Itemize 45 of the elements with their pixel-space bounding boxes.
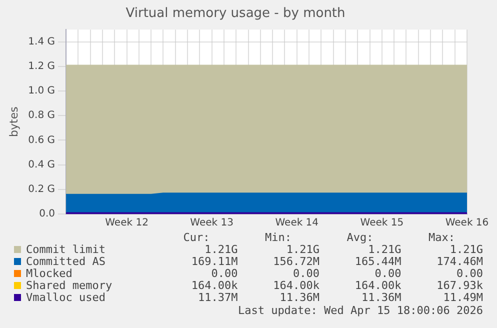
text: 11.37M [197,291,238,304]
text: 174.46M [436,255,483,268]
y-tick-label: 0.2 G [28,184,56,196]
text: 165.44M [354,255,402,268]
text: 0.00 [456,267,483,280]
text: 167.93k [436,279,483,292]
y-tick-label: 1.2 G [28,61,56,72]
text: 11.36M [360,291,402,304]
text: Cur: [182,231,211,244]
text: 1.21G [204,243,238,256]
text: 169.11M [190,255,238,268]
legend-label: Shared memory [26,279,114,292]
text: Last update: Wed Apr 15 18:00:06 2026 [236,304,483,317]
text: 1.21G [448,243,483,256]
x-tick-label: Week 14 [275,218,319,229]
x-tick-label: Week 13 [190,218,234,229]
y-tick-label: 0.0 [39,208,56,220]
y-axis-title: bytes [7,106,20,137]
text: 0.00 [374,267,402,280]
x-tick-label: Week 16 [445,218,489,229]
text: Avg: [346,231,374,244]
chart-title: Virtual memory usage - by month [126,6,346,22]
text: Max: [428,231,456,244]
legend-label: Vmalloc used [26,291,106,304]
text: 164.00k [272,279,320,292]
y-tick-label: 0.8 G [28,110,56,122]
x-tick-label: Week 15 [360,218,404,229]
y-tick-label: 0.4 G [28,159,56,170]
text: 156.72M [272,255,320,268]
text: 1.21G [368,243,402,256]
legend-label: Commit limit [26,243,106,256]
text: 164.00k [354,279,402,292]
text: 0.00 [210,267,238,280]
legend-label: Committed AS [26,255,106,268]
text: 11.36M [278,291,320,304]
y-tick-label: 0.6 G [28,134,56,146]
y-tick-label: 1.0 G [28,86,56,97]
text: 11.49M [442,291,483,304]
text: 0.00 [292,267,320,280]
text: 164.00k [190,279,238,292]
x-tick-label: Week 12 [105,218,148,229]
text: 1.21G [285,243,320,256]
text: Min: [264,231,292,244]
y-tick-label: 1.4 G [28,36,56,48]
legend-label: Mlocked [26,267,74,280]
